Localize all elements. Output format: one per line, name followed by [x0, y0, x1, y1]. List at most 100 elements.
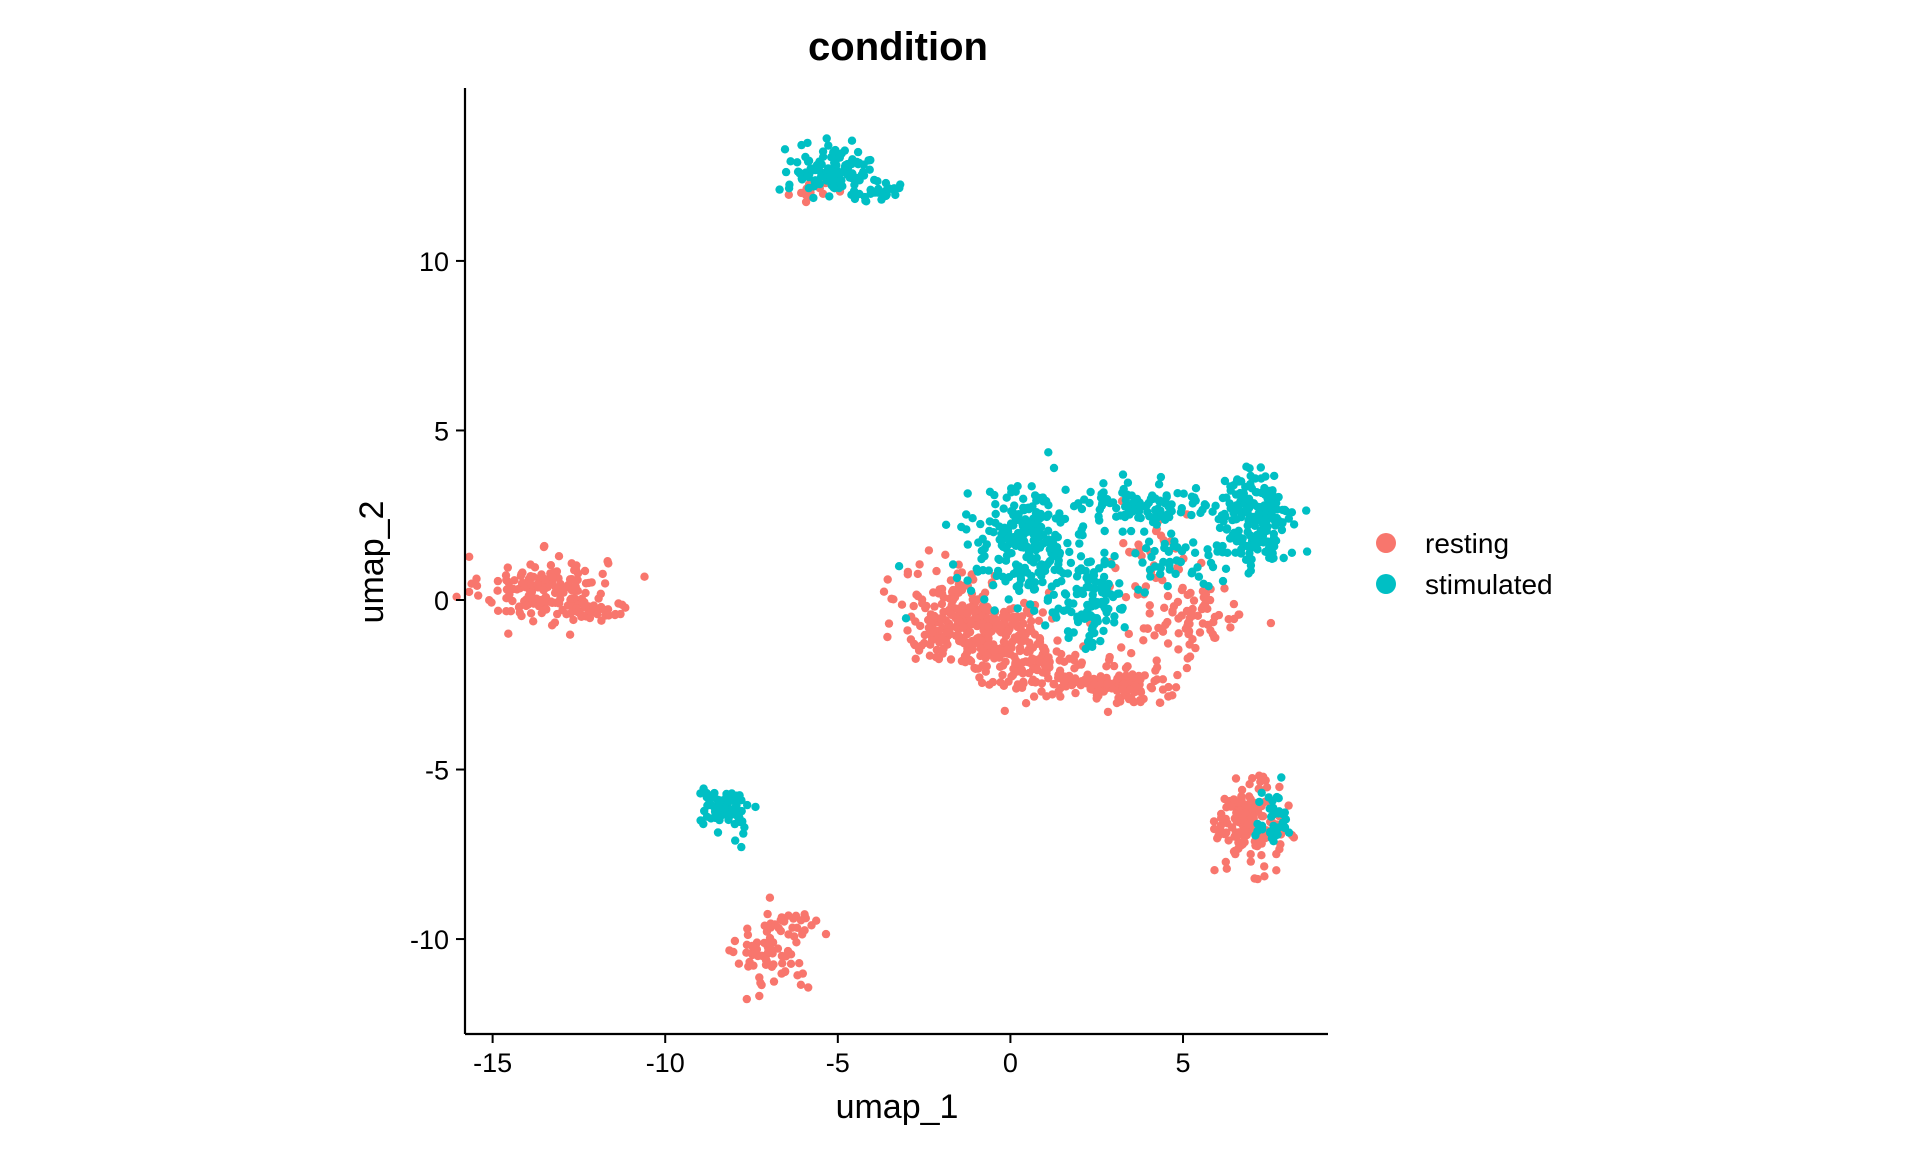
point-stimulated	[1145, 565, 1155, 574]
point-stimulated	[1269, 821, 1278, 831]
point-resting	[1090, 680, 1099, 689]
point-resting	[547, 598, 557, 607]
point-stimulated	[1236, 488, 1245, 498]
point-resting	[1248, 774, 1257, 783]
point-resting	[1052, 647, 1061, 656]
point-stimulated	[1277, 773, 1286, 782]
point-stimulated	[1020, 563, 1030, 573]
point-stimulated	[840, 146, 849, 155]
point-stimulated	[1074, 530, 1084, 539]
point-stimulated	[853, 147, 863, 157]
x-tick-label: -10	[646, 1048, 685, 1078]
point-resting	[743, 930, 753, 940]
point-stimulated	[1008, 539, 1018, 548]
point-stimulated	[968, 514, 977, 523]
point-resting	[1103, 707, 1113, 717]
point-resting	[961, 658, 970, 667]
point-stimulated	[1233, 475, 1242, 484]
point-resting	[474, 591, 483, 600]
point-stimulated	[1088, 623, 1097, 632]
point-resting	[930, 602, 939, 611]
point-stimulated	[1099, 626, 1108, 636]
point-resting	[610, 610, 620, 620]
point-resting	[1027, 627, 1036, 636]
point-resting	[522, 601, 531, 611]
point-resting	[614, 599, 623, 608]
point-stimulated	[962, 510, 971, 519]
point-stimulated	[797, 175, 807, 184]
point-stimulated	[1063, 538, 1072, 548]
point-resting	[1012, 684, 1021, 693]
point-stimulated	[822, 134, 831, 143]
point-stimulated	[1272, 505, 1282, 514]
point-stimulated	[1194, 572, 1204, 581]
point-resting	[529, 617, 538, 626]
point-stimulated	[1015, 586, 1024, 596]
point-resting	[1173, 670, 1182, 680]
point-resting	[581, 588, 590, 598]
point-stimulated	[1030, 606, 1039, 615]
point-resting	[924, 546, 934, 555]
point-stimulated	[740, 823, 749, 832]
point-stimulated	[1278, 809, 1287, 819]
point-resting	[603, 605, 613, 614]
point-resting	[1160, 603, 1169, 612]
point-stimulated	[1150, 546, 1159, 556]
point-stimulated	[1257, 788, 1266, 797]
point-stimulated	[1060, 589, 1070, 598]
point-resting	[1188, 611, 1198, 620]
point-stimulated	[1171, 569, 1180, 579]
point-stimulated	[806, 164, 815, 173]
point-stimulated	[977, 554, 986, 564]
point-stimulated	[1140, 588, 1150, 597]
point-stimulated	[1014, 510, 1023, 519]
point-resting	[768, 938, 778, 947]
point-stimulated	[699, 784, 708, 793]
point-resting	[955, 580, 964, 589]
point-stimulated	[804, 183, 813, 193]
x-tick-label: -15	[473, 1048, 512, 1078]
point-resting	[1255, 771, 1264, 780]
point-resting	[502, 575, 511, 585]
point-stimulated	[720, 804, 729, 813]
point-stimulated	[1265, 804, 1274, 813]
point-stimulated	[1222, 493, 1231, 502]
point-stimulated	[732, 801, 741, 810]
point-stimulated	[1099, 479, 1108, 488]
point-resting	[533, 580, 542, 589]
point-resting	[1028, 654, 1037, 663]
point-resting	[1039, 643, 1049, 652]
point-resting	[1189, 596, 1199, 605]
point-stimulated	[1271, 521, 1280, 530]
point-stimulated	[1095, 505, 1105, 514]
point-stimulated	[1037, 512, 1047, 522]
point-resting	[1229, 599, 1239, 609]
point-stimulated	[1204, 582, 1213, 591]
point-resting	[913, 569, 922, 579]
point-stimulated	[1120, 623, 1129, 632]
point-stimulated	[991, 500, 1000, 509]
point-resting	[1113, 674, 1122, 683]
point-resting	[971, 664, 980, 673]
point-resting	[897, 600, 907, 609]
point-stimulated	[1042, 561, 1051, 570]
point-stimulated	[1013, 604, 1022, 613]
point-resting	[487, 598, 496, 607]
point-resting	[640, 572, 649, 581]
point-stimulated	[1083, 600, 1092, 610]
point-resting	[1136, 675, 1145, 684]
point-resting	[571, 565, 581, 574]
point-resting	[465, 552, 474, 561]
point-stimulated	[1242, 462, 1251, 471]
point-resting	[1182, 663, 1192, 673]
point-resting	[776, 915, 785, 925]
point-resting	[932, 645, 941, 655]
point-resting	[756, 978, 765, 988]
point-stimulated	[1029, 558, 1038, 567]
point-resting	[926, 640, 935, 649]
point-resting	[504, 629, 513, 638]
point-stimulated	[1083, 637, 1093, 646]
point-stimulated	[1085, 583, 1094, 592]
point-stimulated	[1036, 522, 1046, 532]
point-resting	[1103, 679, 1112, 688]
